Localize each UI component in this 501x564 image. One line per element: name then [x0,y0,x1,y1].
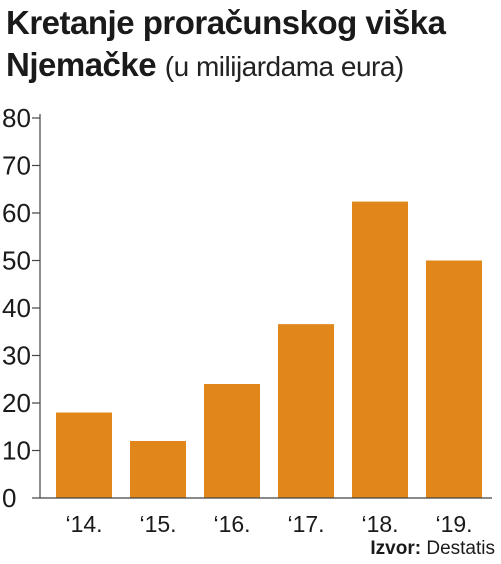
y-tick-label: 80 [2,103,31,133]
chart-subtitle: (u milijardama eura) [164,51,404,82]
y-tick-label: 60 [2,198,31,228]
chart-title: Kretanje proračunskog viška Njemačke (u … [6,2,496,88]
bar-1 [130,441,186,498]
bar-2 [204,384,260,498]
title-line-1: Kretanje proračunskog viška [6,4,446,41]
y-tick-label: 30 [2,341,31,371]
x-tick-label: ‘17. [287,511,324,537]
y-tick-label: 0 [2,483,16,513]
source-value: Destatis [426,538,495,559]
y-tick-label: 20 [2,388,31,418]
y-tick-label: 50 [2,246,31,276]
bar-4 [352,201,408,498]
bar-3 [278,324,334,498]
bar-5 [426,260,482,498]
y-tick-label: 70 [2,151,31,181]
source-note: Izvor: Destatis [370,538,495,560]
x-tick-label: ‘14. [65,511,102,537]
x-tick-label: ‘18. [361,511,398,537]
x-tick-label: ‘19. [435,511,472,537]
x-tick-label: ‘16. [213,511,250,537]
title-line-2: Njemačke [6,46,157,83]
source-label: Izvor: [370,538,422,559]
y-tick-label: 10 [2,436,31,466]
y-tick-label: 40 [2,293,31,323]
x-tick-label: ‘15. [139,511,176,537]
bar-0 [56,412,112,498]
